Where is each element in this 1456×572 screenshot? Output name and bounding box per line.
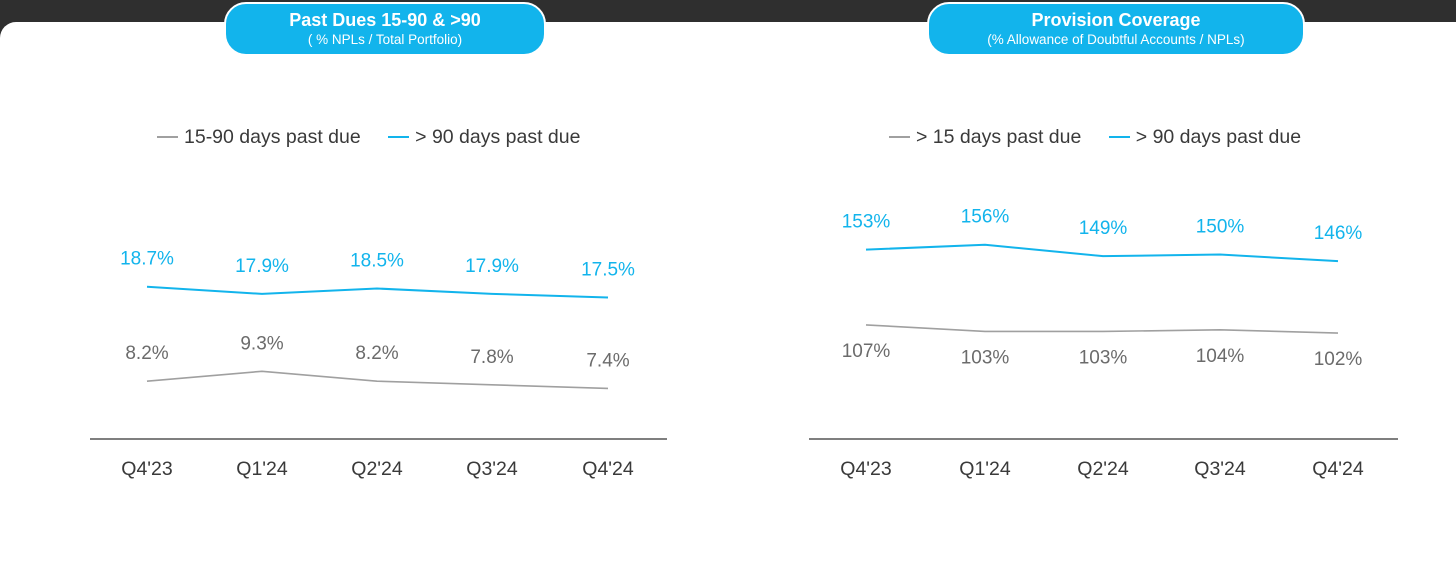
x-tick-label: Q4'23 [840,458,891,480]
content-card [0,22,1456,572]
x-tick-label: Q4'24 [1312,458,1364,480]
legend-swatch-gray [157,135,178,138]
data-label: 103% [1079,347,1128,368]
data-label: 104% [1196,346,1245,367]
data-label: 8.2% [125,343,168,364]
x-tick-label: Q4'23 [121,458,172,480]
data-label: 17.9% [465,256,519,277]
legend-label: 15-90 days past due [184,126,361,148]
data-label: 8.2% [355,343,398,364]
data-label: 149% [1079,218,1128,239]
data-label: 103% [961,347,1010,368]
x-tick-label: Q1'24 [236,458,288,480]
chart-1-subtitle: ( % NPLs / Total Portfolio) [307,32,463,47]
data-label: 146% [1314,223,1363,244]
data-label: 107% [842,341,891,362]
x-tick-label: Q2'24 [1077,458,1129,480]
legend-swatch-blue [388,135,410,138]
legend-swatch-gray [889,135,910,138]
data-label: 102% [1314,349,1363,370]
legend-item: > 15 days past due [889,126,1081,149]
chart-2-title: Provision Coverage [1031,10,1201,30]
data-label: 18.7% [120,249,174,270]
chart-1-legend: 15-90 days past due > 90 days past due [157,126,602,150]
data-label: 156% [961,207,1010,228]
data-label: 153% [842,212,891,233]
legend-label: > 15 days past due [916,126,1082,148]
legend-item: > 90 days past due [1108,126,1302,149]
x-tick-label: Q2'24 [351,458,403,480]
series-line-blue [146,285,609,299]
data-label: 17.5% [581,260,635,281]
x-tick-label: Q3'24 [1194,458,1246,480]
x-tick-label: Q1'24 [959,458,1011,480]
data-label: 18.5% [350,251,404,272]
legend-swatch-blue [1108,135,1130,138]
chart-1-title-badge: Past Dues 15-90 & >90 ( % NPLs / Total P… [224,2,546,56]
data-label: 7.8% [470,347,513,368]
chart-2-legend: > 15 days past due > 90 days past due [889,126,1323,150]
legend-item: 15-90 days past due [157,126,361,149]
data-label: 150% [1196,217,1245,238]
data-label: 17.9% [235,256,289,277]
legend-label: > 90 days past due [415,126,581,148]
series-line-gray [865,324,1339,334]
chart-2-subtitle: (% Allowance of Doubtful Accounts / NPLs… [987,32,1245,47]
x-tick-label: Q3'24 [466,458,518,480]
data-label: 7.4% [586,350,629,371]
series-line-gray [146,370,609,390]
chart-1-title: Past Dues 15-90 & >90 [289,10,481,30]
data-label: 9.3% [240,333,283,354]
legend-item: > 90 days past due [388,126,580,149]
chart-2-title-badge: Provision Coverage (% Allowance of Doubt… [927,2,1305,56]
x-tick-label: Q4'24 [582,458,634,480]
legend-label: > 90 days past due [1135,126,1302,148]
series-line-blue [865,243,1339,263]
